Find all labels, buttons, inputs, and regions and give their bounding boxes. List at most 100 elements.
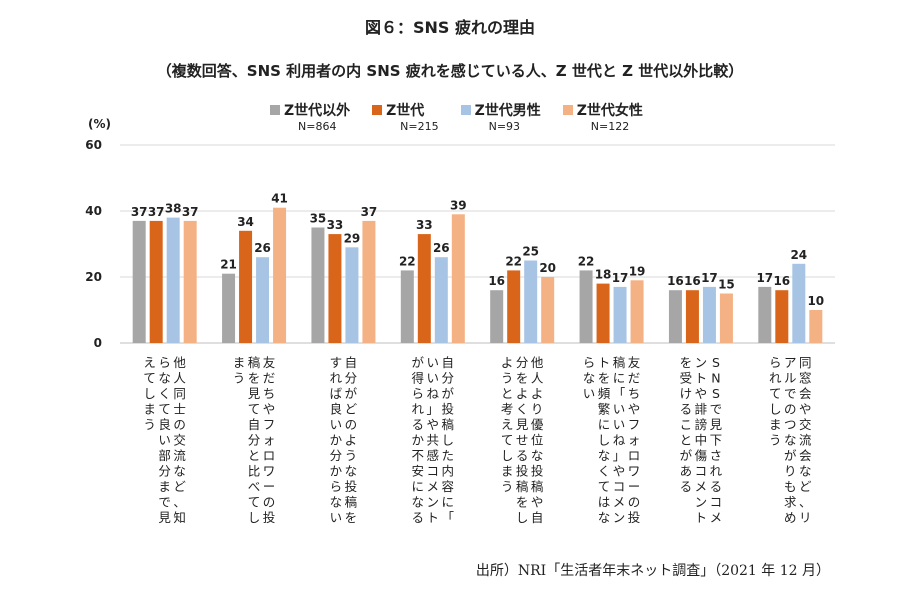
category-label-char: を — [516, 495, 529, 510]
category-label-char: ン — [695, 355, 708, 370]
category-label-char: を — [680, 355, 693, 370]
category-label-char: て — [501, 433, 514, 448]
bar — [685, 290, 699, 343]
data-label: 39 — [450, 198, 467, 212]
category-label-char: の — [173, 417, 186, 432]
category-label-char: 自 — [345, 355, 358, 370]
category-label-char: ォ — [263, 433, 276, 448]
data-label: 33 — [416, 218, 433, 232]
category-label-char: 得 — [412, 371, 425, 386]
category-label-char: ロ — [628, 448, 641, 463]
category-label-char: よ — [516, 386, 529, 401]
category-label-char: メ — [710, 510, 723, 525]
category-label-char: ト — [695, 371, 708, 386]
category-label-char: S — [712, 355, 720, 370]
category-label-char: れ — [769, 371, 782, 386]
category-label-char: た — [442, 448, 455, 463]
legend-label: Z世代 — [386, 103, 425, 119]
category-label-char: 比 — [248, 464, 261, 479]
data-label: 10 — [807, 294, 824, 308]
legend-n: N=215 — [400, 120, 439, 133]
category-label-char: フ — [628, 417, 641, 432]
category-label-char: 投 — [263, 510, 276, 525]
category-label-char: ど — [173, 479, 186, 494]
data-label: 17 — [756, 271, 773, 285]
category-label-char: 士 — [173, 402, 186, 417]
category-label-char: に — [442, 495, 455, 510]
category-label-char: ち — [628, 386, 641, 401]
category-label-char: コ — [695, 464, 708, 479]
category-label-char: 謗 — [695, 417, 708, 432]
bar — [490, 290, 504, 343]
category-label-char: る — [680, 479, 693, 494]
category-label-char: ま — [501, 464, 514, 479]
category-label-char: よ — [531, 386, 544, 401]
category-label-char: ト — [427, 510, 440, 525]
category-label-char: コ — [427, 464, 440, 479]
bar — [596, 283, 610, 343]
category-label-char: 頻 — [598, 386, 611, 401]
category-label-char: な — [598, 448, 611, 463]
category-label-char: 人 — [531, 371, 544, 386]
category-label-char: い — [613, 417, 626, 432]
category-label-char: す — [330, 355, 343, 370]
category-label-char: の — [345, 417, 358, 432]
category-label-char: 友 — [628, 355, 641, 370]
category-label-char: が — [784, 448, 797, 463]
category-label-char: け — [680, 386, 693, 401]
data-label: 16 — [773, 274, 790, 288]
category-label-char: く — [598, 464, 611, 479]
category-label-char: て — [248, 495, 261, 510]
category-label-char: ン — [695, 495, 708, 510]
y-tick-label: 40 — [85, 204, 102, 218]
category-label-char: や — [695, 386, 708, 401]
category-label-char: し — [501, 448, 514, 463]
category-label-char: 自 — [442, 355, 455, 370]
data-label: 34 — [237, 215, 254, 229]
bar — [362, 220, 376, 343]
data-label: 37 — [361, 205, 378, 219]
category-label-char: が — [412, 355, 425, 370]
category-label-char: メ — [427, 479, 440, 494]
bar — [451, 214, 465, 343]
data-label: 37 — [148, 205, 165, 219]
category-label-char: ね — [427, 386, 440, 401]
category-label-char: に — [412, 479, 425, 494]
bar — [256, 257, 270, 343]
legend-swatch — [562, 105, 573, 115]
category-label-char: 、 — [173, 495, 186, 510]
category-label-char: う — [501, 371, 514, 386]
legend-swatch — [460, 105, 471, 115]
category-label-char: 稿 — [531, 479, 544, 494]
category-label-char: う — [143, 417, 156, 432]
bar — [579, 270, 593, 343]
bar — [417, 234, 431, 343]
category-label-char: だ — [263, 371, 276, 386]
category-label-char: く — [158, 386, 171, 401]
category-label-char: 」 — [613, 448, 626, 463]
y-tick-label: 0 — [94, 336, 102, 350]
legend: Z世代以外 N=864 Z世代 N=215 Z世代男性 N=93 Z世代女性 N… — [270, 100, 643, 133]
category-label-char: ル — [784, 371, 797, 386]
bar — [719, 293, 733, 343]
data-label: 16 — [684, 274, 701, 288]
category-label-char: 受 — [680, 371, 693, 386]
category-label-char: で — [710, 402, 723, 417]
category-label-char: ま — [143, 402, 156, 417]
category-label-char: コ — [710, 495, 723, 510]
category-label-char: れ — [710, 464, 723, 479]
bar — [809, 310, 823, 343]
bar — [613, 286, 627, 343]
category-label-char: 人 — [173, 371, 186, 386]
bar — [345, 247, 359, 343]
category-label-char: い — [427, 355, 440, 370]
data-label: 17 — [701, 271, 718, 285]
category-label-char: 稿 — [613, 355, 626, 370]
legend-item-genz-male: Z世代男性 N=93 — [460, 100, 541, 133]
data-label: 41 — [271, 192, 288, 206]
legend-item-genz-female: Z世代女性 N=122 — [562, 100, 643, 133]
bar — [239, 230, 253, 343]
category-label-char: な — [598, 510, 611, 525]
category-label-char: や — [531, 495, 544, 510]
category-label-char: 傷 — [695, 448, 708, 463]
